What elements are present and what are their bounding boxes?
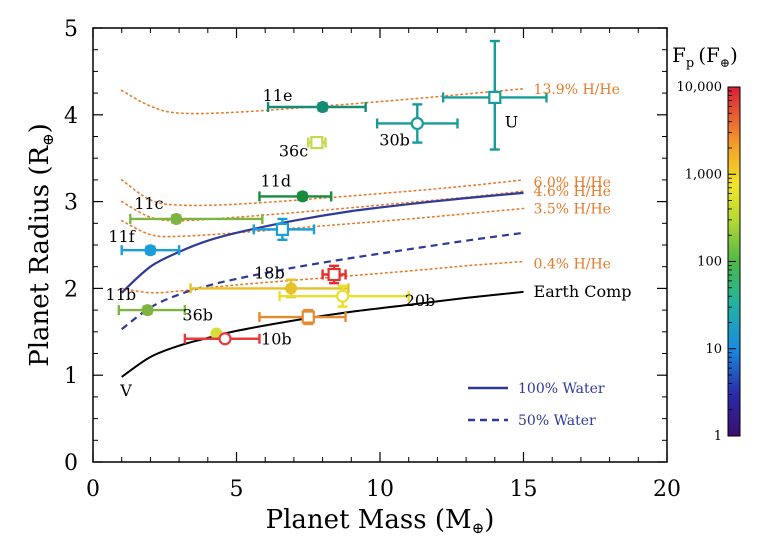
data-point: U [441, 39, 548, 151]
water50-curve [121, 231, 524, 331]
point-label: 11c [134, 194, 163, 213]
data-point: 18b [254, 264, 347, 285]
y-tick-label: 2 [64, 277, 78, 302]
data-point: 36b [182, 306, 223, 340]
y-axis-title: Planet Radius (R⊕) [25, 123, 57, 367]
point-marker [410, 116, 424, 131]
annotation-label: Earth Comp [534, 282, 632, 301]
colorbar-title: Fp (F⊕) [672, 43, 738, 71]
legend-label-water100: 100% Water [518, 381, 605, 397]
point-marker [301, 310, 315, 324]
point-label: 30b [379, 130, 410, 149]
x-tick-label: 0 [86, 477, 100, 502]
data-points: 11e 36c 30b U 11d 11c 11f 18b 20b 11b 36b 10b [106, 39, 548, 349]
colorbar-tick-label: 100 [697, 255, 722, 270]
data-point: 11f [108, 227, 181, 257]
point-label: 18b [254, 264, 285, 283]
point-marker [316, 100, 329, 113]
hhe-curve [120, 179, 525, 207]
point-label: 11b [106, 285, 137, 304]
hhe-curve-label: 3.5% H/He [534, 202, 611, 218]
point-label: 11e [263, 86, 293, 105]
point-label: 11d [261, 171, 292, 190]
data-point [252, 217, 316, 241]
data-point: 36c [279, 135, 327, 161]
point-label: 20b [405, 291, 436, 310]
data-point: 11e [263, 86, 367, 113]
model-curves [120, 88, 525, 378]
hhe-curve-label: 6.0% H/He [534, 175, 611, 191]
x-tick-label: 15 [510, 477, 538, 502]
earth-curve [121, 290, 524, 378]
colorbar-tick-label: 1 [714, 429, 722, 444]
axis-ticks: 0 5 10 15 20 0 1 2 3 4 5 [64, 17, 681, 502]
point-marker [285, 282, 298, 295]
point-marker [218, 332, 232, 346]
y-tick-label: 5 [64, 17, 78, 42]
legend: 100% Water 50% Water [468, 381, 605, 429]
point-marker [141, 304, 154, 317]
point-marker [296, 190, 309, 203]
point-label: 36b [182, 306, 213, 325]
data-point: 30b [375, 103, 459, 149]
x-axis-title: Planet Mass (M⊕) [266, 505, 495, 537]
point-label: 36c [279, 142, 308, 161]
colorbar-tick-label: 1,000 [685, 167, 722, 182]
colorbar: Fp (F⊕) 1 10 100 1,000 10,000 [672, 43, 741, 444]
data-point: 11d [258, 171, 333, 203]
hhe-curve [120, 207, 525, 238]
point-label: U [505, 112, 518, 131]
water100-curve [120, 191, 524, 294]
y-tick-label: 3 [64, 191, 78, 216]
colorbar-tick-label: 10,000 [677, 80, 723, 95]
data-point: 10b [183, 330, 292, 349]
point-marker [488, 90, 502, 105]
x-tick-label: 5 [230, 477, 244, 502]
y-tick-label: 1 [64, 364, 78, 389]
x-tick-label: 10 [366, 477, 394, 502]
data-point [258, 308, 347, 326]
data-point: 11c [129, 194, 264, 225]
y-tick-label: 4 [64, 104, 78, 129]
hhe-curve-label: 4.6% H/He [534, 184, 611, 200]
point-marker [144, 244, 157, 257]
hhe-curve [120, 88, 525, 115]
colorbar-ticks: 1 10 100 1,000 10,000 [677, 80, 736, 444]
data-point: 11b [106, 285, 187, 317]
annotation-label: V [119, 381, 132, 400]
point-marker [336, 289, 350, 303]
point-label: 10b [261, 330, 292, 349]
y-tick-label: 0 [64, 451, 78, 476]
hhe-curve-label: 0.4% H/He [534, 256, 611, 272]
point-marker [310, 135, 324, 150]
curve-labels: 13.9% H/He 6.0% H/He4.6% H/He 3.5% H/He 0.4… [119, 82, 631, 400]
colorbar-tick-label: 10 [705, 342, 722, 357]
x-tick-label: 20 [653, 477, 681, 502]
point-marker [170, 212, 183, 225]
point-marker [327, 267, 341, 282]
data-point: 20b [278, 284, 436, 310]
point-marker [275, 222, 290, 236]
legend-label-water50: 50% Water [518, 413, 596, 429]
hhe-curve-label: 13.9% H/He [534, 82, 620, 98]
point-label: 11f [108, 227, 135, 246]
